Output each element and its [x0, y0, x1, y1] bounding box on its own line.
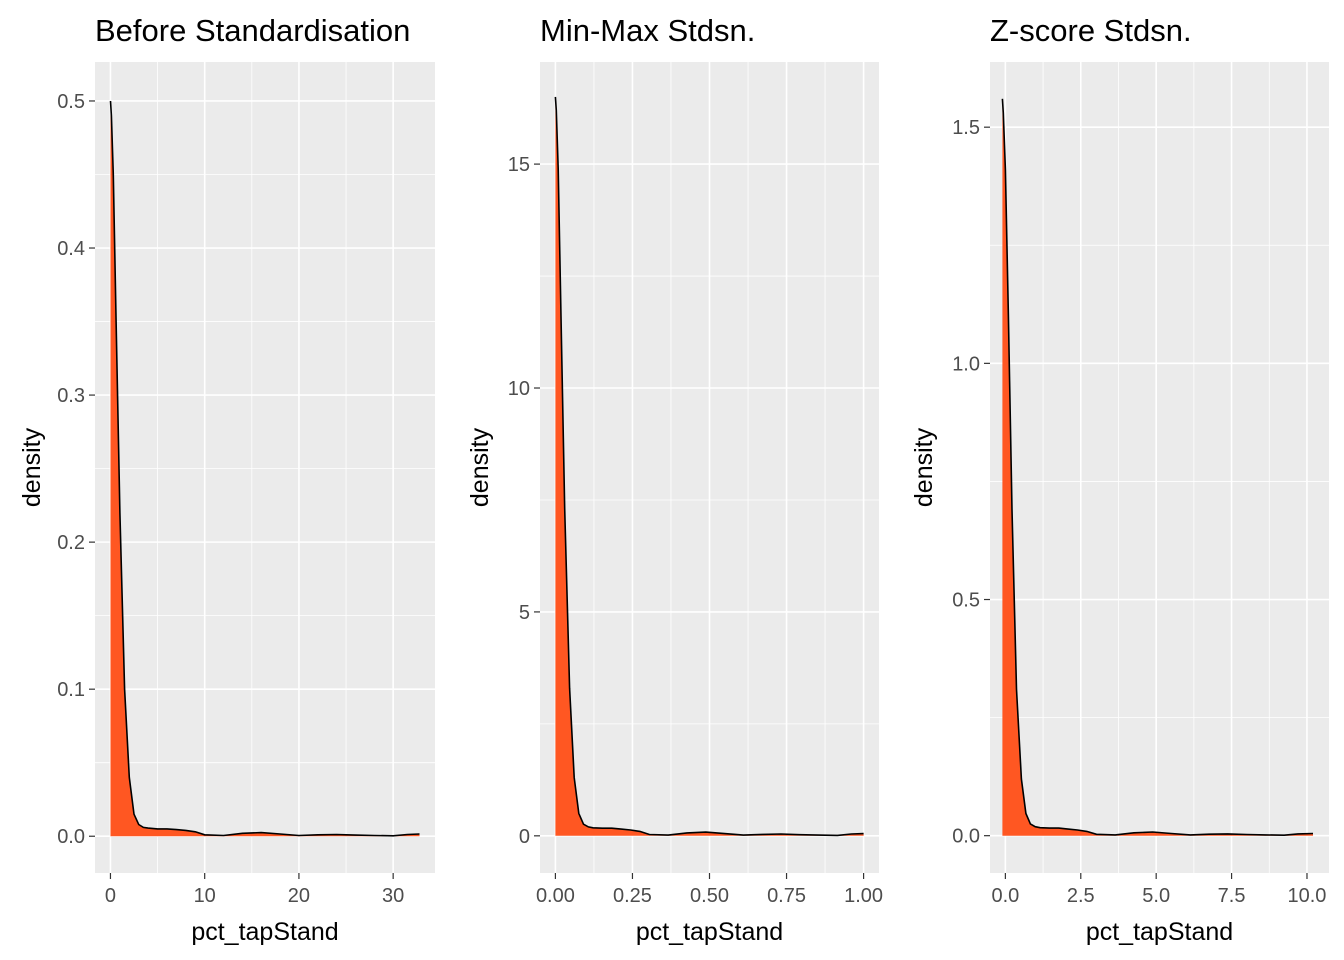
y-tick-label: 10 [508, 378, 530, 400]
chart-title: Min-Max Stdsn. [540, 13, 755, 48]
y-tick-label: 1.0 [952, 353, 980, 375]
density-line [1001, 98, 1314, 837]
x-tick-label: 10 [194, 885, 216, 907]
x-tick-label: 0.0 [991, 885, 1019, 907]
chart-title: Z-score Stdsn. [990, 13, 1192, 48]
y-axis-label: density [466, 427, 494, 507]
x-axis-label: pct_tapStand [191, 918, 338, 946]
x-tick-label: 0.75 [767, 885, 806, 907]
x-tick-label: 1.00 [844, 885, 883, 907]
x-tick-label: 7.5 [1218, 885, 1246, 907]
y-axis-label: density [910, 427, 938, 507]
y-tick-label: 15 [508, 154, 530, 176]
density-line [109, 100, 420, 837]
x-tick-label: 0.50 [690, 885, 729, 907]
panel-2: 0.00 0.25 0.50 0.75 1.00 0 5 10 15 Min-Max Stdsn.… [466, 13, 883, 946]
x-tick-label: 5.0 [1142, 885, 1170, 907]
y-tick-label: 0.5 [952, 590, 980, 612]
x-tick-label: 0.00 [536, 885, 575, 907]
y-tick-label: 0 [519, 826, 530, 848]
x-tick-label: 10.0 [1288, 885, 1327, 907]
x-tick-label: 0.25 [613, 885, 652, 907]
x-tick-label: 20 [288, 885, 310, 907]
y-tick-label: 0.0 [57, 826, 85, 848]
y-tick-label: 0.3 [57, 385, 85, 407]
panel-3: 0.0 2.5 5.0 7.5 10.0 0.0 0.5 1.0 1.5 Z-score Stds… [910, 13, 1329, 946]
y-tick-label: 0.5 [57, 91, 85, 113]
x-axis-label: pct_tapStand [636, 918, 783, 946]
x-axis-label: pct_tapStand [1086, 918, 1233, 946]
panel-background [95, 62, 435, 873]
density-line [554, 96, 864, 837]
y-tick-label: 0.1 [57, 679, 85, 701]
y-tick-label: 0.0 [952, 826, 980, 848]
chart-title: Before Standardisation [95, 13, 410, 48]
panel-background [990, 62, 1329, 873]
y-tick-label: 0.4 [57, 238, 85, 260]
panel-1: 0 10 20 30 0.0 0.1 0.2 0.3 0.4 0.5 Before Standard… [18, 13, 435, 946]
x-tick-label: 2.5 [1067, 885, 1095, 907]
x-tick-label: 0 [105, 885, 116, 907]
y-tick-label: 5 [519, 602, 530, 624]
x-tick-label: 30 [382, 885, 404, 907]
y-tick-label: 0.2 [57, 532, 85, 554]
y-tick-label: 1.5 [952, 117, 980, 139]
y-axis-label: density [18, 427, 46, 507]
